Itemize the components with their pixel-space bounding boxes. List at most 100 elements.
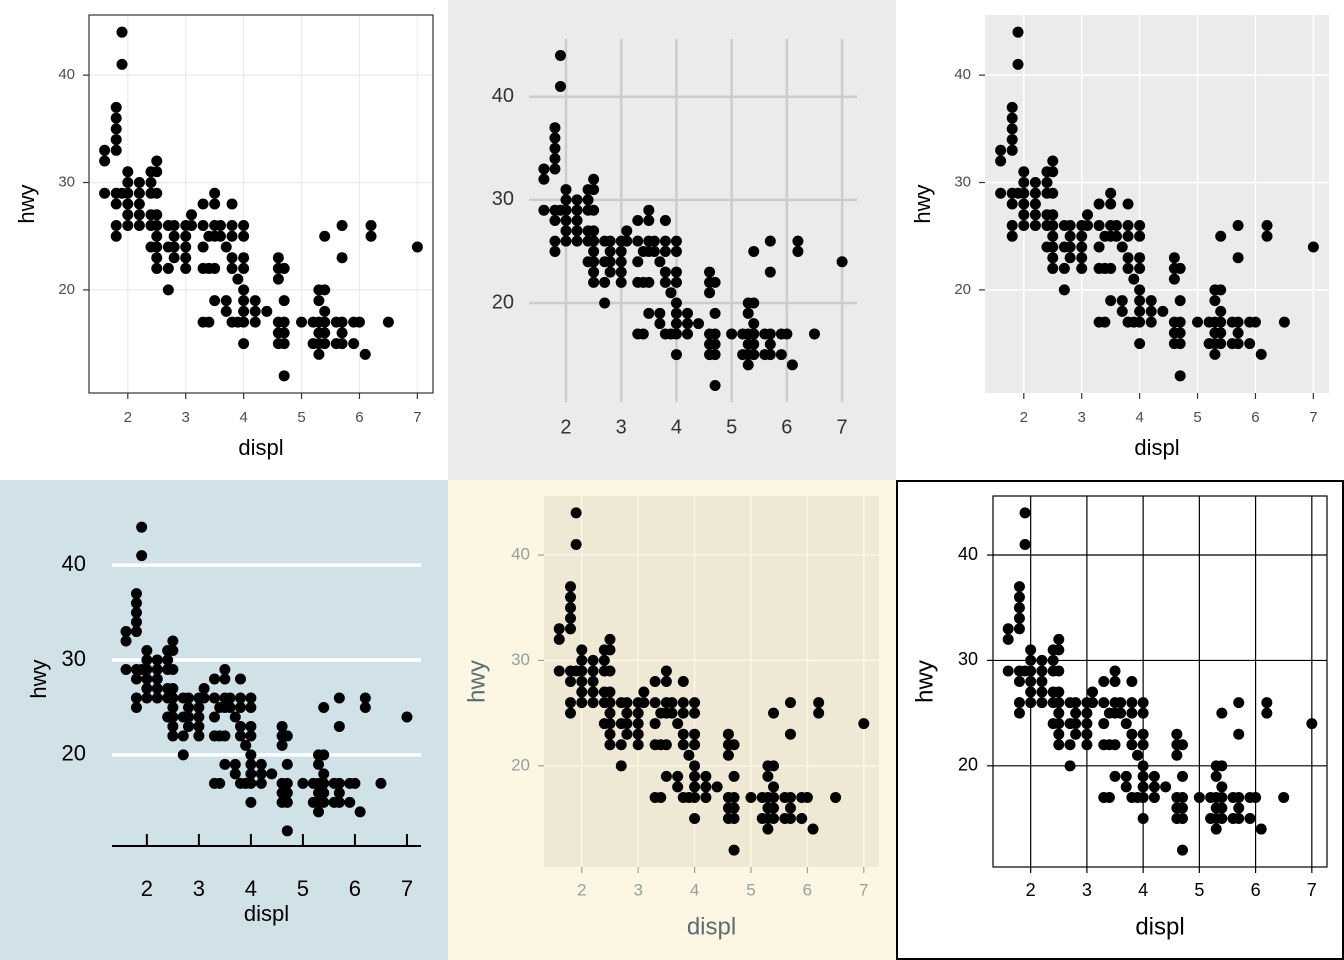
point [1053,665,1065,677]
point [1006,134,1018,146]
point [245,730,257,742]
point [1134,338,1146,350]
point [318,749,330,761]
y-axis-title: hwy [26,659,51,698]
point [336,338,348,350]
point [1250,791,1262,803]
point [598,654,610,666]
point [193,711,205,723]
point [296,316,308,328]
point [167,730,179,742]
point [722,749,734,761]
point [1070,707,1082,719]
point [1047,209,1059,221]
plot-border [88,14,434,394]
x-tick-label: 2 [124,409,132,426]
y-tick-label: 20 [954,281,971,298]
point [238,316,250,328]
point [571,235,583,247]
point [122,177,134,189]
point [226,198,238,210]
point [1064,760,1076,772]
point [784,813,796,825]
point [1013,581,1025,593]
point [1249,316,1261,328]
point [538,163,550,175]
x-tick-label: 2 [1020,409,1028,426]
x-tick-label: 5 [746,880,755,899]
x-tick-label: 2 [577,880,586,899]
point [281,787,293,799]
point [186,219,198,231]
point [130,597,142,609]
point [621,235,633,247]
point [151,664,163,676]
point [193,720,205,732]
point [318,777,330,789]
point [281,796,293,808]
point [1105,187,1117,199]
point [728,802,740,814]
point [768,781,780,793]
point [145,177,157,189]
y-tick-label: 40 [958,544,978,564]
point [272,252,284,264]
point [1082,209,1094,221]
point [234,720,246,732]
point [632,215,644,226]
y-tick-label: 20 [511,755,530,774]
point [762,770,774,782]
x-axis-title: displ [244,901,289,926]
x-axis-title: displ [1134,435,1179,460]
point [549,132,561,144]
point [1018,177,1030,189]
point [1064,252,1076,264]
y-tick-label: 30 [62,646,86,671]
point [1036,686,1048,698]
point [1126,707,1138,719]
point [99,155,111,167]
point [588,235,600,247]
point [660,665,672,677]
point [560,184,572,196]
x-tick-label: 5 [297,876,309,901]
point [742,359,754,371]
point [672,718,684,730]
point [1058,284,1070,296]
point [1109,676,1121,687]
point [1244,813,1256,825]
point [1002,633,1014,645]
point [1126,739,1138,751]
point [1232,338,1244,350]
point [1176,770,1188,782]
panel-background [0,480,448,960]
point [226,262,238,274]
point [141,645,153,657]
point [995,187,1007,199]
point [336,316,348,328]
point [197,219,209,231]
point [1176,844,1188,856]
point [261,305,273,317]
point [670,245,682,257]
point [621,707,633,719]
point [1216,813,1228,825]
point [209,198,221,210]
point [1047,166,1059,178]
point [238,262,250,274]
point [1255,823,1267,835]
y-tick-label: 30 [58,173,75,190]
point [151,682,163,694]
point [245,796,257,808]
point [1099,316,1111,328]
point [604,686,616,698]
point [219,730,231,742]
point [1261,697,1273,709]
point [167,682,179,694]
point [660,739,672,751]
point [168,219,180,231]
point [133,187,145,199]
point [151,155,163,167]
point [209,262,221,274]
